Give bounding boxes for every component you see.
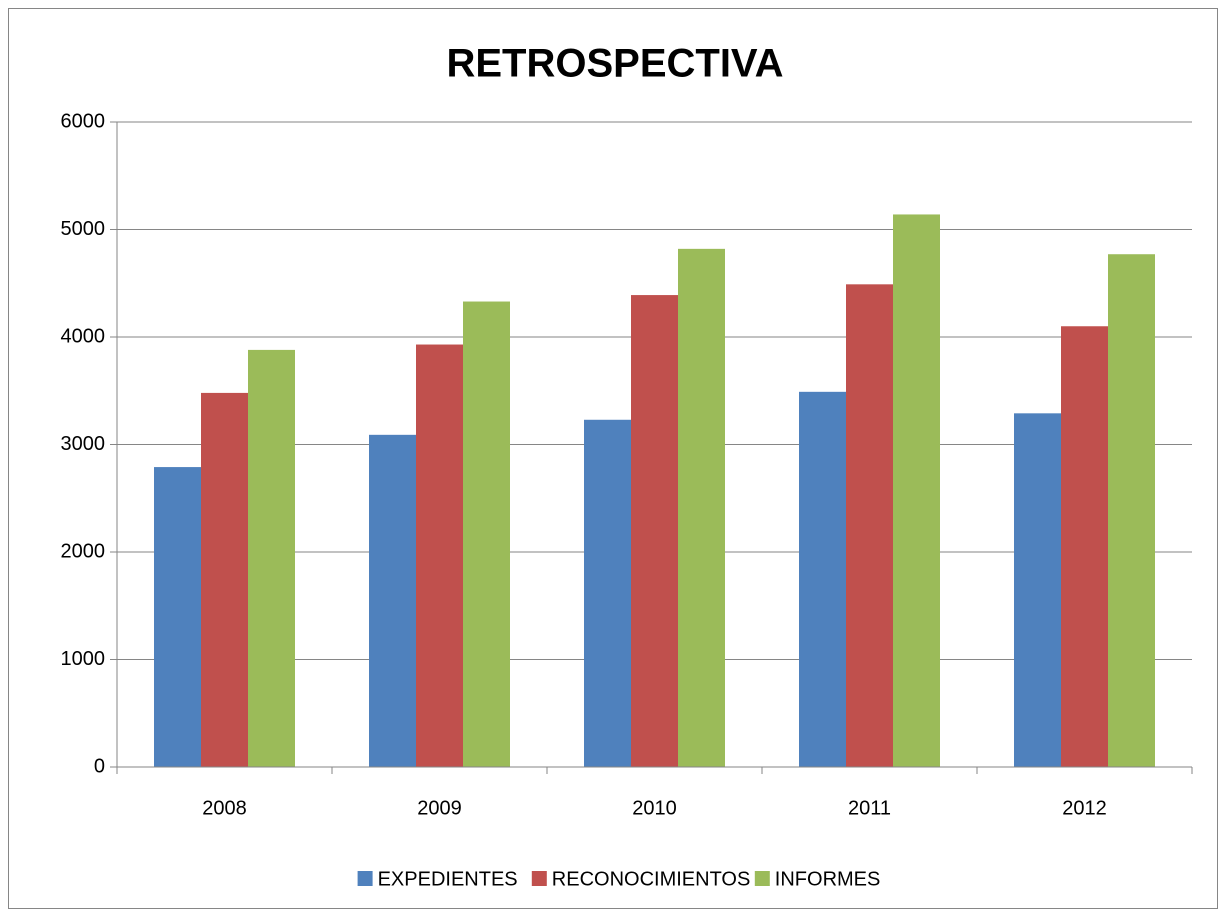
y-tick-label: 6000 <box>61 110 106 132</box>
x-tick-label: 2009 <box>417 797 462 819</box>
y-tick-label: 3000 <box>61 433 106 455</box>
legend-label: INFORMES <box>775 868 881 890</box>
y-tick-label: 2000 <box>61 540 106 562</box>
y-tick-label: 1000 <box>61 648 106 670</box>
x-tick-label: 2010 <box>632 797 677 819</box>
bar <box>678 248 725 768</box>
bar <box>1061 326 1108 767</box>
bar <box>416 344 463 767</box>
y-tick-label: 0 <box>94 755 105 777</box>
bar <box>154 467 201 767</box>
bar <box>1108 254 1155 768</box>
y-tick-label: 4000 <box>61 325 106 347</box>
legend-swatch <box>531 871 547 886</box>
bar <box>369 434 416 767</box>
x-tick-label: 2011 <box>848 797 891 819</box>
legend-label: RECONOCIMIENTOS <box>552 868 751 890</box>
legend-swatch <box>754 871 770 886</box>
bar <box>799 391 846 767</box>
bar <box>631 295 678 767</box>
bar <box>201 392 248 767</box>
bar <box>584 419 631 767</box>
bar <box>846 284 893 767</box>
bar <box>463 301 510 767</box>
y-tick-label: 5000 <box>61 218 106 240</box>
x-tick-label: 2008 <box>202 797 247 819</box>
chart-title: RETROSPECTIVA <box>446 42 783 86</box>
bar <box>248 349 295 767</box>
x-tick-label: 2012 <box>1062 797 1107 819</box>
bar <box>1014 413 1061 767</box>
legend-swatch <box>357 871 373 886</box>
bar <box>893 214 940 767</box>
legend-label: EXPEDIENTES <box>378 868 518 890</box>
